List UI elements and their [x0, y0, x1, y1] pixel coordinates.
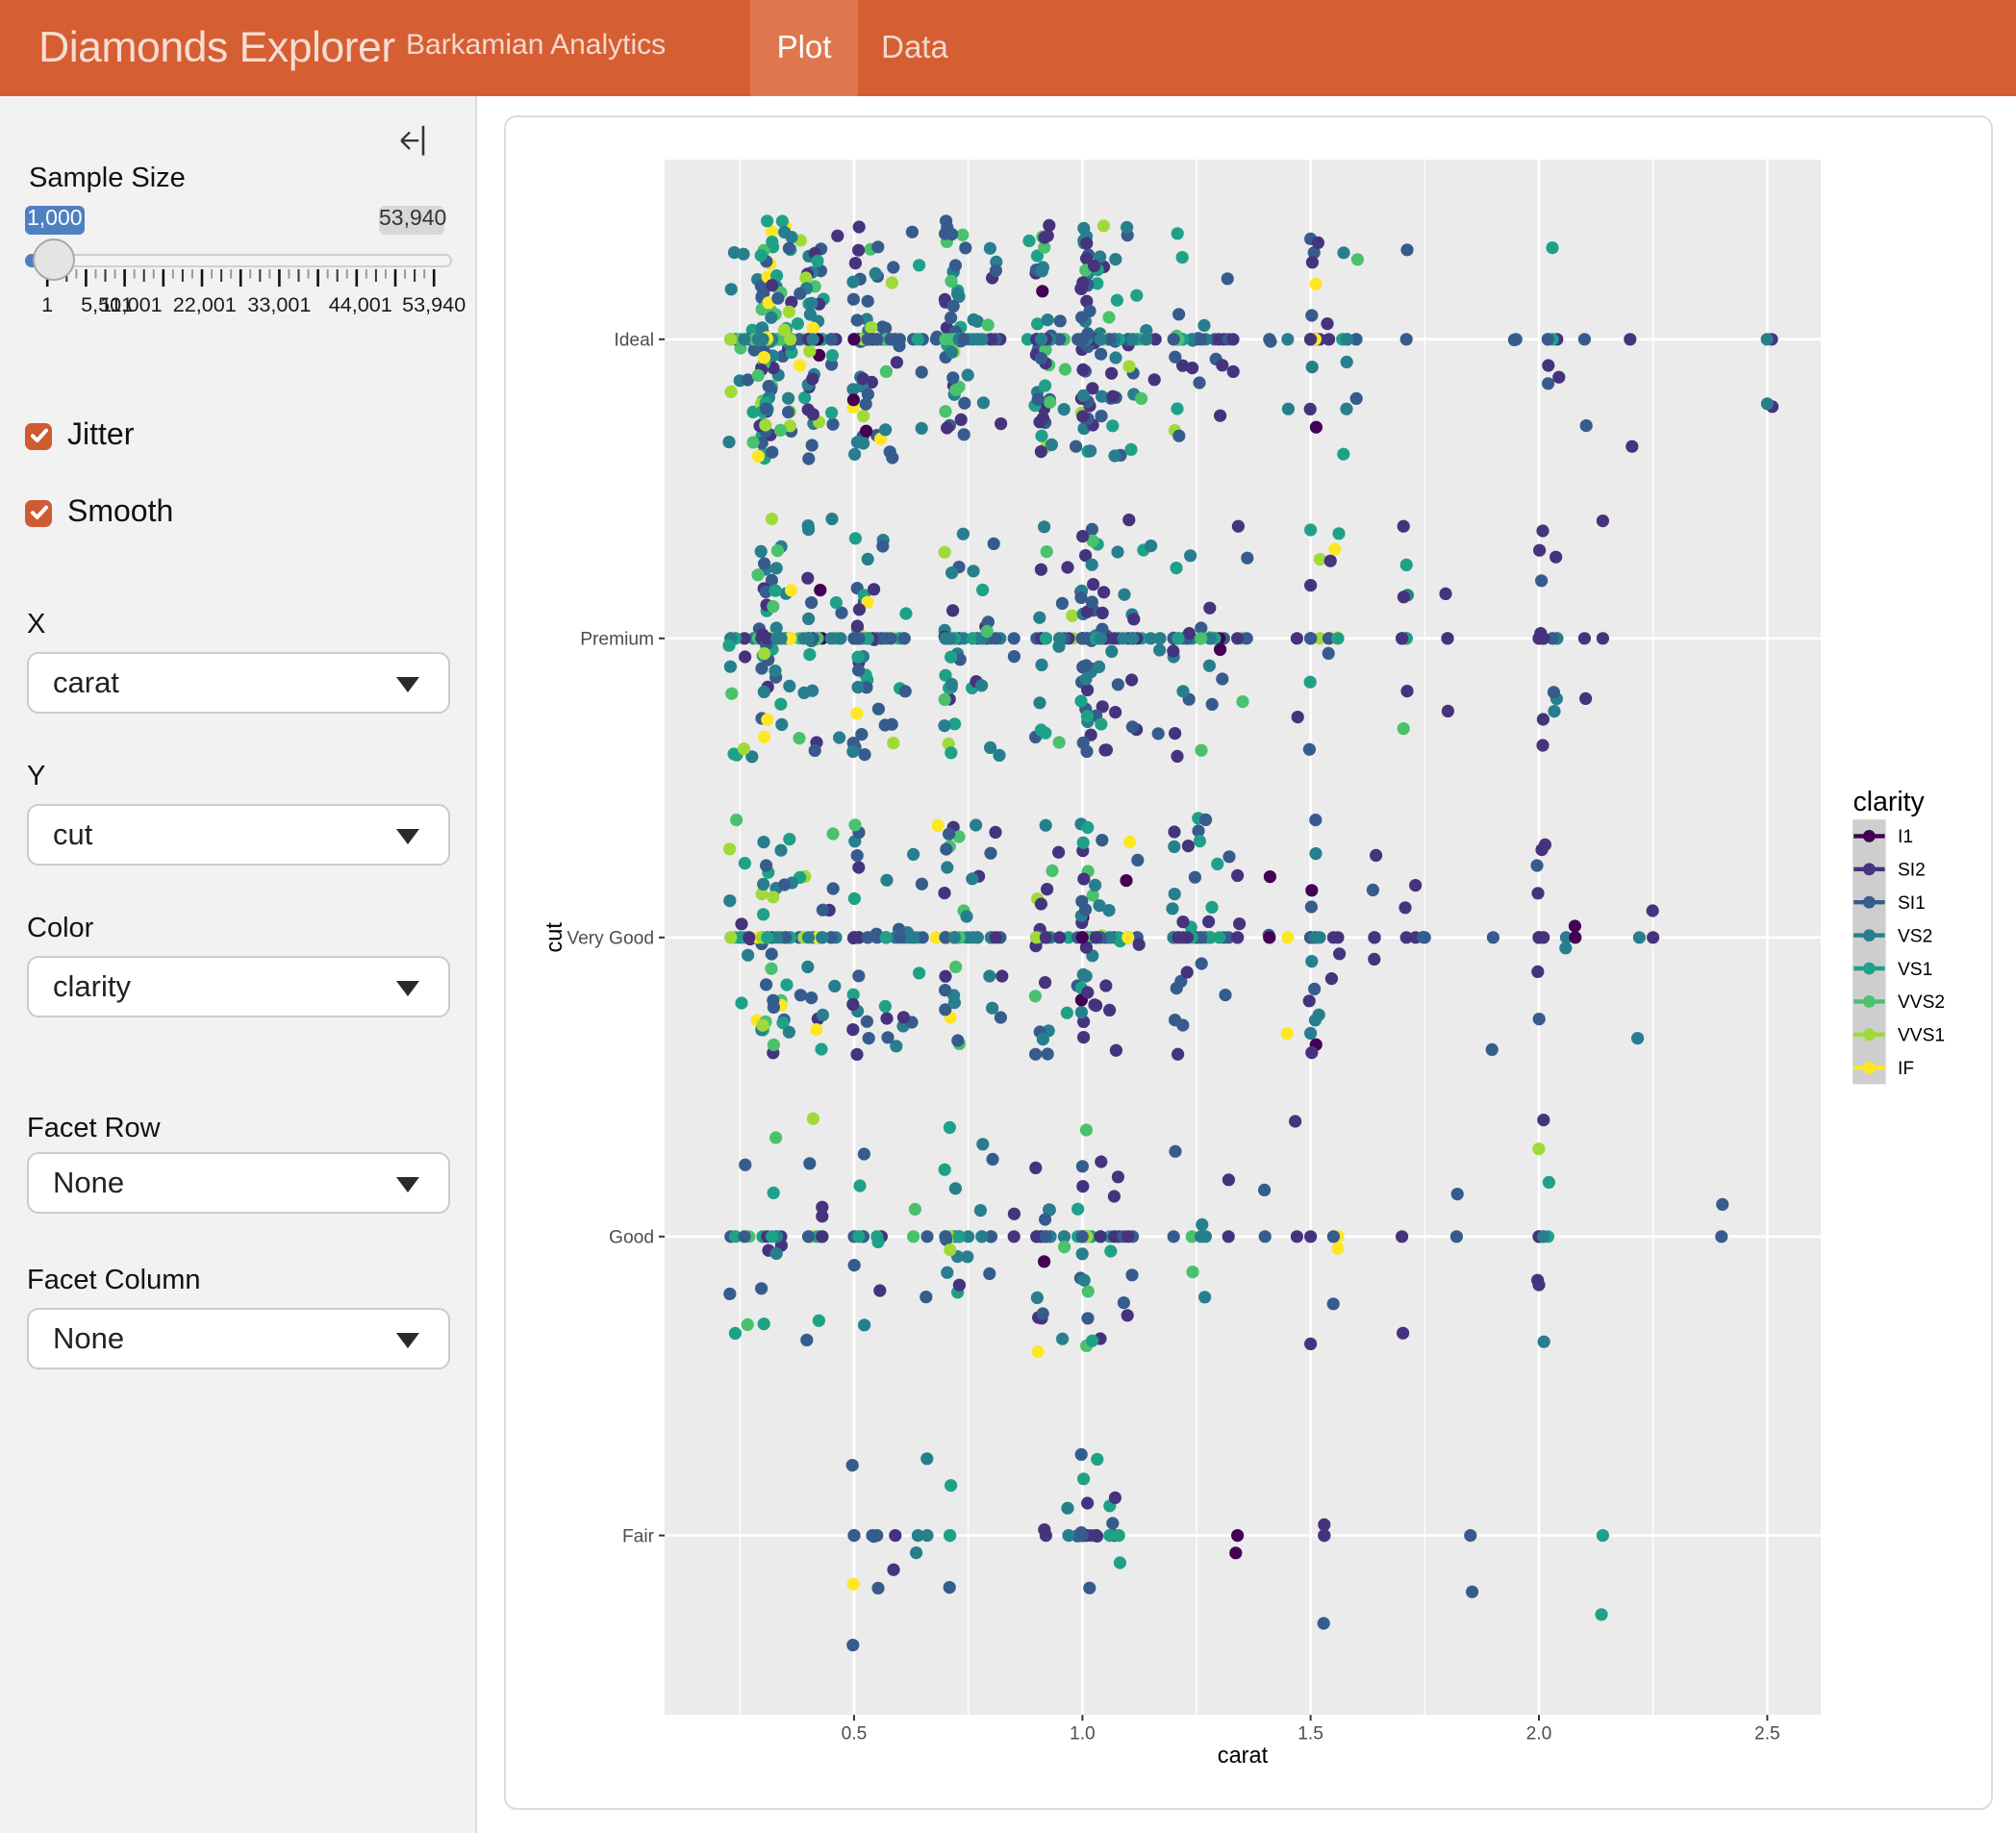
- svg-text:Very Good: Very Good: [567, 929, 654, 949]
- svg-text:clarity: clarity: [1853, 787, 1926, 817]
- svg-text:1.0: 1.0: [1070, 1723, 1096, 1744]
- svg-text:VS1: VS1: [1898, 960, 1932, 980]
- svg-text:carat: carat: [1218, 1744, 1269, 1769]
- svg-text:2.5: 2.5: [1754, 1723, 1780, 1744]
- svg-text:Fair: Fair: [622, 1526, 655, 1546]
- svg-text:0.5: 0.5: [842, 1723, 868, 1744]
- svg-text:Good: Good: [609, 1228, 654, 1248]
- svg-text:SI1: SI1: [1898, 893, 1926, 914]
- svg-text:2.0: 2.0: [1526, 1723, 1552, 1744]
- svg-text:SI2: SI2: [1898, 861, 1926, 881]
- svg-text:VVS2: VVS2: [1898, 992, 1945, 1013]
- svg-text:IF: IF: [1898, 1059, 1914, 1079]
- svg-text:VVS1: VVS1: [1898, 1026, 1945, 1046]
- svg-text:Premium: Premium: [580, 630, 654, 650]
- svg-text:1.5: 1.5: [1298, 1723, 1323, 1744]
- svg-text:Ideal: Ideal: [614, 331, 654, 351]
- svg-text:I1: I1: [1898, 827, 1913, 847]
- svg-text:VS2: VS2: [1898, 926, 1932, 946]
- svg-text:cut: cut: [542, 922, 567, 953]
